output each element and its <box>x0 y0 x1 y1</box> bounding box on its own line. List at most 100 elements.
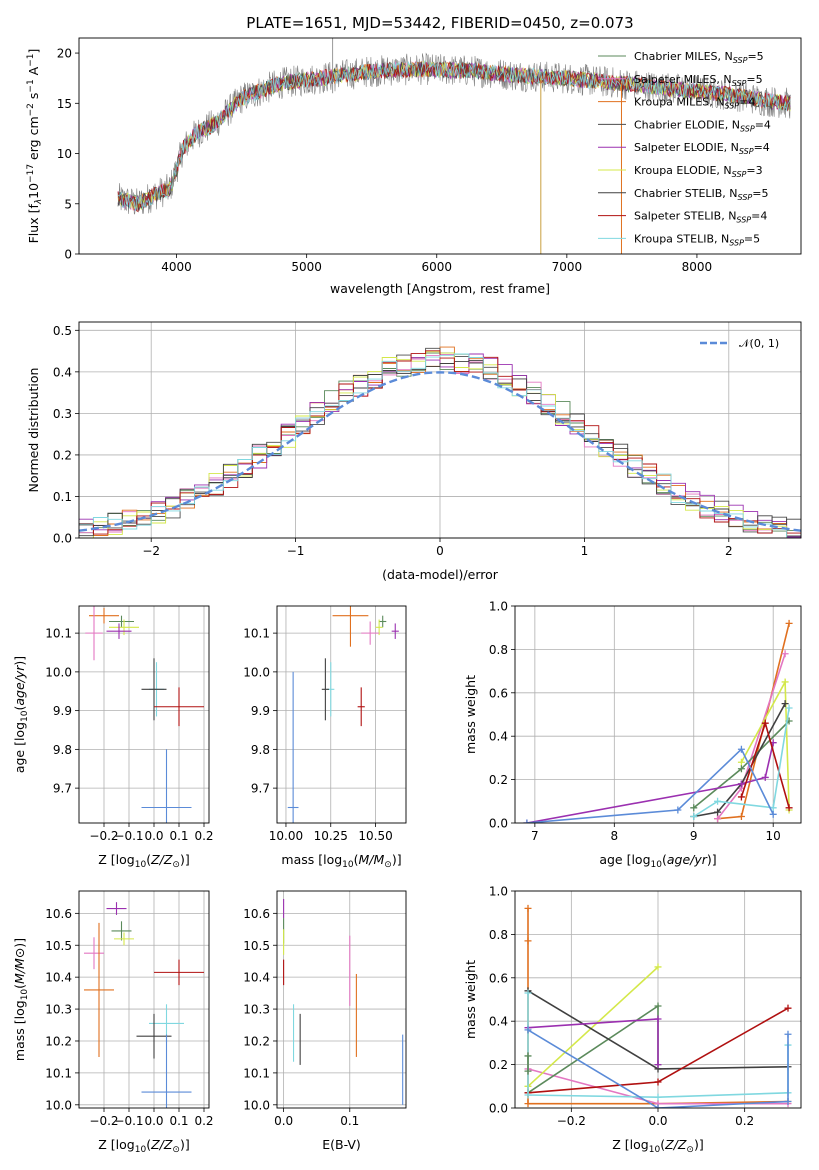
plot-area <box>117 38 791 254</box>
weight-marker <box>737 780 745 788</box>
legend-label-sub: SSP <box>732 79 747 88</box>
axes-frame <box>78 37 802 255</box>
x-axis-label-part: Z/Z <box>150 852 173 867</box>
errorbar-point <box>136 1013 172 1059</box>
weight-marker <box>524 1026 532 1034</box>
y-axis-label-part: λ <box>34 199 44 205</box>
y-tick-label: 0.0 <box>489 817 508 831</box>
y-tick-label: 10.3 <box>45 1003 72 1017</box>
weight-marker <box>785 704 793 712</box>
weight-marker <box>781 678 789 686</box>
weight-marker <box>781 650 789 658</box>
y-axis-label-part: s <box>26 93 41 104</box>
x-tick-label: 8 <box>610 829 618 843</box>
weight-marker <box>714 815 722 823</box>
errorbar-point <box>84 937 104 970</box>
y-tick-label: 10.2 <box>243 1034 270 1048</box>
x-tick-label: −0.2 <box>89 1114 118 1128</box>
legend-label: Salpeter STELIB, NSSP=4 <box>634 210 767 225</box>
errorbar-point <box>141 658 167 721</box>
y-axis-label: Normed distribution <box>26 368 41 493</box>
legend-label-name: Kroupa ELODIE, N <box>634 164 732 177</box>
y-axis-label-part: age/yr <box>12 665 27 706</box>
errorbar-point <box>361 621 380 645</box>
legend-label-name: Chabrier STELIB, N <box>634 187 738 200</box>
legend-label-sub: SSP <box>736 216 751 225</box>
x-tick-label: 0 <box>436 544 444 558</box>
y-axis-label-part: M/M <box>12 958 27 984</box>
plot-area <box>283 898 404 1105</box>
weight-marker <box>654 1093 662 1101</box>
x-axis-label-part: Z [log <box>612 1137 648 1152</box>
x-axis-label-part: )] <box>392 852 402 867</box>
weight-marker <box>785 619 793 627</box>
errorbar-point <box>379 615 387 628</box>
legend-label: Chabrier MILES, NSSP=5 <box>634 50 764 65</box>
y-tick-label: 10.6 <box>243 907 270 921</box>
legend-label-sub: SSP <box>733 56 748 65</box>
residual-histogram <box>79 360 801 537</box>
axes-frame <box>276 890 407 1109</box>
x-axis-label: wavelength [Angstrom, rest frame] <box>330 281 550 296</box>
y-tick-label: 10.2 <box>45 1034 72 1048</box>
model-spectrum-line <box>117 59 791 211</box>
legend-label-suffix: =3 <box>746 164 762 177</box>
x-tick-label: 8000 <box>682 260 713 274</box>
y-axis-label-part: mass [log <box>12 1000 27 1061</box>
panel-6: 0.0 0.1 10.0 10.1 10.2 10.3 10.4 10.5 10.6 <box>243 890 407 1128</box>
panel-7: −0.2 0.0 0.2 0.0 0.2 0.4 0.6 0.8 1.0 <box>489 885 802 1128</box>
legend-label-name: Salpeter MILES, N <box>634 73 732 86</box>
x-axis-label: Z [log10(Z/Z⊙)] <box>612 1137 703 1155</box>
errorbar-point <box>85 606 103 661</box>
x-axis-label-part: Z [log <box>98 1137 134 1152</box>
y-tick-label: 9.8 <box>53 743 72 757</box>
y-axis-label-part: −1 <box>26 54 36 67</box>
x-tick-label: 0.0 <box>144 829 163 843</box>
errorbar-point <box>287 671 299 823</box>
x-tick-label: 7000 <box>552 260 583 274</box>
x-axis-label-part: )] <box>180 1137 190 1152</box>
y-tick-label: 0.0 <box>53 532 72 546</box>
legend-label-name: Chabrier ELODIE, N <box>634 118 740 131</box>
legend-label: Kroupa MILES, NSSP=4 <box>634 96 755 111</box>
x-axis-label-part: ( <box>660 1137 665 1152</box>
y-tick-label: 9.7 <box>251 782 270 796</box>
x-tick-label: 0.0 <box>274 1114 293 1128</box>
errorbar-point <box>332 606 369 647</box>
weight-marker <box>524 904 532 912</box>
legend-label-suffix: =5 <box>752 187 768 200</box>
x-axis-label: age [log10(age/yr)] <box>599 852 716 870</box>
weight-marker <box>737 765 745 773</box>
y-tick-label: 10.5 <box>243 939 270 953</box>
x-axis-label-part: Z/Z <box>664 1137 687 1152</box>
y-tick-label: 9.9 <box>251 704 270 718</box>
x-axis-label: (data-model)/error <box>382 567 499 582</box>
y-axis-label-part: 10 <box>20 989 30 1001</box>
y-axis-label: Flux [fλ10−17 erg cm−2 s−1 A−1] <box>26 49 44 244</box>
x-tick-label: 1 <box>581 544 589 558</box>
weight-marker <box>654 1078 662 1086</box>
weight-marker <box>524 1100 532 1108</box>
y-tick-label: 10.5 <box>45 939 72 953</box>
weight-marker <box>690 812 698 820</box>
y-axis-label-part: A <box>26 66 41 79</box>
legend-label-sub: SSP <box>732 170 747 179</box>
errorbar-point <box>111 921 132 941</box>
weight-line <box>527 966 659 1087</box>
y-tick-label: 9.9 <box>53 704 72 718</box>
weight-marker <box>784 1030 792 1038</box>
errorbar-point <box>114 932 134 946</box>
y-tick-label: 0.4 <box>53 365 72 379</box>
panel-0: 4000 5000 6000 7000 8000 0 5 10 15 20 <box>57 37 802 274</box>
errorbar-point <box>357 687 365 727</box>
legend-label-sub: SSP <box>729 238 744 247</box>
axes-frame <box>514 605 802 824</box>
y-tick-label: 0.4 <box>489 1015 508 1029</box>
x-axis-label: Z [log10(Z/Z⊙)] <box>98 852 189 870</box>
weight-marker <box>524 1067 532 1075</box>
y-axis-label-part: )] <box>12 656 27 666</box>
x-axis-label: mass [log10(M/M⊙)] <box>281 852 401 870</box>
x-axis-label-part: ⊙ <box>384 860 392 870</box>
legend-label-sub: SSP <box>738 193 753 202</box>
y-axis-label-part: 10 <box>20 710 30 722</box>
